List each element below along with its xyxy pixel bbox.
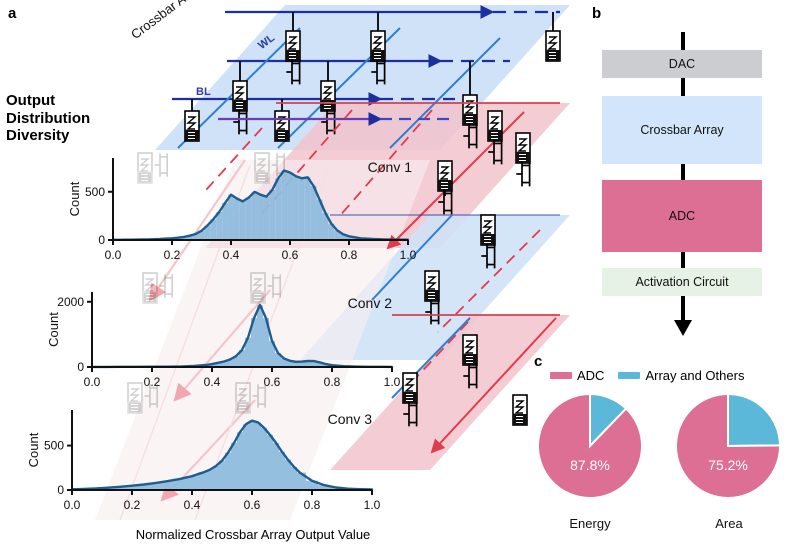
- svg-text:0.8: 0.8: [304, 498, 321, 512]
- pie-chart-energy[interactable]: 87.8%: [520, 390, 660, 510]
- svg-text:Conv 1: Conv 1: [368, 159, 413, 175]
- svg-text:Conv 3: Conv 3: [328, 411, 373, 427]
- svg-text:0.2: 0.2: [164, 248, 181, 262]
- histogram-conv-1: 0 500 0.0 0.2 0.4 0.6 0.8 1.0 Count Conv 1: [67, 158, 417, 262]
- svg-text:0: 0: [57, 483, 64, 497]
- svg-text:0.6: 0.6: [244, 498, 261, 512]
- legend-label-adc: ADC: [577, 368, 605, 383]
- svg-text:0.0: 0.0: [64, 498, 81, 512]
- output-distribution-diversity-label: Output Distribution Diversity: [6, 92, 126, 145]
- block-dac-label: DAC: [668, 57, 696, 71]
- odd-line-1: Output: [6, 92, 56, 109]
- svg-text:1.0: 1.0: [364, 498, 381, 512]
- panel-c-letter: c: [534, 353, 543, 370]
- connector-crossbar-to-adc: [681, 164, 685, 180]
- svg-text:500: 500: [44, 439, 64, 453]
- block-adc-label: ADC: [668, 209, 696, 223]
- svg-text:Count: Count: [67, 181, 82, 216]
- block-dac[interactable]: DAC: [602, 50, 762, 78]
- legend-item-adc[interactable]: ADC: [550, 368, 604, 383]
- histogram-conv-2: 0 2000 0.0 0.2 0.4 0.6 0.8 1.0 Count Conv 2: [46, 292, 401, 389]
- svg-text:Count: Count: [46, 312, 61, 347]
- svg-text:0.2: 0.2: [144, 375, 161, 389]
- panel-b-architecture-flow: b DAC Crossbar Array ADC Activation Circ…: [570, 0, 798, 336]
- svg-text:1.0: 1.0: [384, 375, 401, 389]
- connector-dac-to-crossbar: [681, 78, 685, 96]
- svg-text:0: 0: [77, 360, 84, 374]
- svg-text:0.8: 0.8: [324, 375, 341, 389]
- panel-a-letter: a: [8, 5, 17, 22]
- block-adc[interactable]: ADC: [602, 180, 762, 252]
- input-connector: [681, 32, 685, 52]
- svg-text:0: 0: [98, 233, 105, 247]
- panel-b-letter: b: [592, 5, 602, 22]
- svg-text:0.4: 0.4: [223, 248, 240, 262]
- odd-line-2: Distribution: [6, 109, 91, 127]
- block-crossbar-array-label: Crossbar Array: [640, 123, 724, 137]
- svg-text:0.6: 0.6: [264, 375, 281, 389]
- svg-text:Count: Count: [26, 432, 41, 467]
- histogram-conv-3: 0 500 0.0 0.2 0.4 0.6 0.8 1.0 Count Conv 3: [26, 410, 381, 512]
- svg-text:Conv 2: Conv 2: [348, 295, 393, 311]
- odd-line-3: Diversity: [6, 127, 70, 145]
- panel-a-output-distribution: a Output Distribution Diversity: [6, 0, 570, 542]
- legend-swatch-adc: [550, 372, 572, 379]
- pie-legend: ADC Array and Others: [550, 368, 744, 383]
- svg-text:0.4: 0.4: [204, 375, 221, 389]
- block-activation-circuit[interactable]: Activation Circuit: [602, 268, 762, 296]
- svg-text:87.8%: 87.8%: [570, 457, 610, 473]
- svg-text:0.0: 0.0: [105, 248, 122, 262]
- legend-item-array-others[interactable]: Array and Others: [618, 368, 744, 383]
- pie-chart-area[interactable]: 75.2%: [660, 390, 798, 510]
- bl-label: BL: [196, 86, 211, 98]
- legend-swatch-array-others: [618, 372, 641, 379]
- svg-text:75.2%: 75.2%: [708, 457, 748, 473]
- output-arrow-icon: [674, 296, 692, 336]
- svg-text:1.0: 1.0: [400, 248, 417, 262]
- block-activation-circuit-label: Activation Circuit: [635, 275, 729, 289]
- svg-text:0.2: 0.2: [124, 498, 141, 512]
- pie-caption-energy: Energy: [569, 516, 611, 531]
- x-axis-title: Normalized Crossbar Array Output Value: [135, 527, 371, 542]
- svg-text:0.4: 0.4: [184, 498, 201, 512]
- legend-label-array-others: Array and Others: [645, 368, 745, 383]
- panel-c-breakdown-pies: c ADC Array and Others 87.8% Energy 75.2…: [520, 340, 798, 549]
- connector-adc-to-activation: [681, 252, 685, 268]
- svg-text:0.0: 0.0: [84, 375, 101, 389]
- block-crossbar-array[interactable]: Crossbar Array: [602, 96, 762, 164]
- svg-text:0.6: 0.6: [282, 248, 299, 262]
- svg-text:500: 500: [85, 185, 105, 199]
- pie-caption-area: Area: [715, 516, 743, 531]
- svg-text:2000: 2000: [57, 295, 84, 309]
- svg-text:0.8: 0.8: [341, 248, 358, 262]
